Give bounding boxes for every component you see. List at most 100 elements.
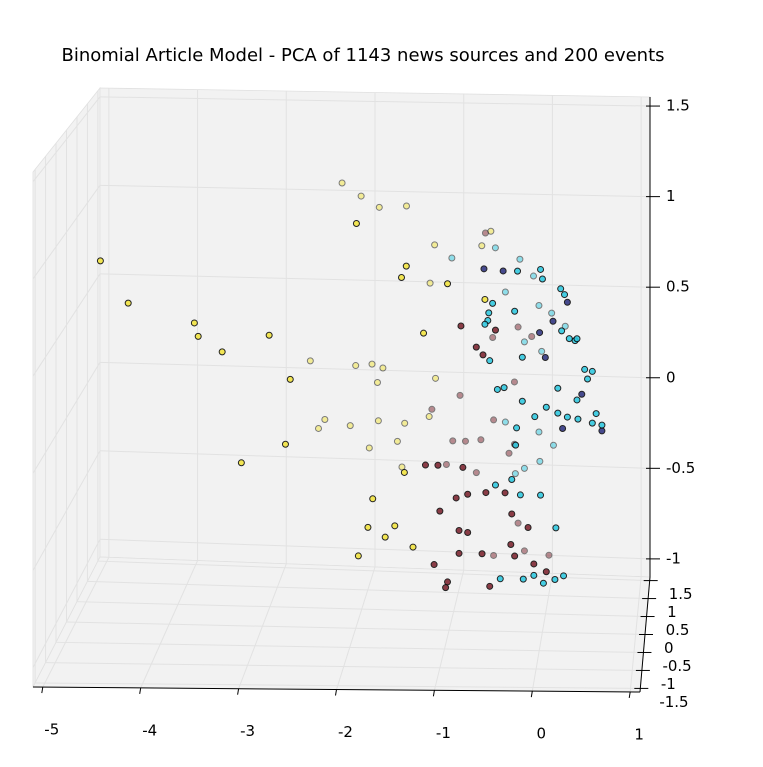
- point: [510, 378, 518, 386]
- point: [442, 584, 450, 592]
- point: [574, 415, 582, 423]
- grid-line: [99, 184, 651, 198]
- point: [368, 360, 376, 368]
- point: [561, 322, 569, 330]
- point: [561, 291, 569, 299]
- point: [428, 405, 436, 413]
- point: [549, 317, 557, 325]
- point: [265, 331, 273, 339]
- point: [420, 329, 428, 337]
- point: [511, 470, 519, 478]
- grid-line: [97, 560, 650, 582]
- point: [519, 575, 527, 583]
- point: [346, 422, 354, 430]
- point: [432, 374, 440, 382]
- x-tick: [335, 689, 337, 696]
- point: [524, 524, 532, 532]
- point: [421, 461, 429, 469]
- grid-line: [32, 96, 101, 183]
- point: [321, 416, 329, 424]
- grid-line: [76, 601, 647, 618]
- x-tick: [628, 691, 631, 699]
- point: [481, 320, 489, 328]
- point: [96, 257, 104, 265]
- grid-line: [99, 273, 651, 288]
- grid-line: [87, 580, 649, 600]
- point: [459, 463, 467, 471]
- y-tick-label: -1: [661, 675, 676, 693]
- point: [485, 309, 493, 317]
- point: [455, 526, 463, 534]
- point: [491, 244, 499, 252]
- point: [549, 441, 557, 449]
- point: [218, 348, 226, 356]
- point: [373, 378, 381, 386]
- point: [511, 552, 519, 560]
- point: [558, 327, 566, 335]
- grid-line: [35, 682, 641, 689]
- grid-line: [99, 96, 651, 107]
- point: [487, 227, 495, 235]
- point: [436, 507, 444, 515]
- point: [563, 413, 571, 421]
- point: [357, 192, 365, 200]
- point: [508, 476, 516, 484]
- point: [448, 254, 456, 262]
- grid-line: [32, 450, 101, 571]
- point: [464, 528, 472, 536]
- point: [124, 299, 132, 307]
- grid-line: [32, 362, 101, 474]
- z-tick-label: 1: [666, 187, 676, 205]
- point: [535, 301, 543, 309]
- x-tick-label: -2: [338, 723, 353, 741]
- point: [364, 523, 372, 531]
- point: [369, 495, 377, 503]
- point: [434, 461, 442, 469]
- x-tick-label: 1: [634, 725, 644, 743]
- point: [507, 541, 515, 549]
- point: [513, 424, 521, 432]
- point: [409, 543, 417, 551]
- y-tick-label: 1.5: [669, 585, 693, 603]
- point: [365, 444, 373, 452]
- point: [581, 365, 589, 373]
- grid-line: [56, 641, 644, 653]
- point: [578, 390, 586, 398]
- point: [455, 549, 463, 557]
- point: [489, 299, 497, 307]
- x-tick: [530, 691, 533, 698]
- point: [457, 322, 465, 330]
- point: [501, 288, 509, 296]
- point: [444, 280, 452, 288]
- point: [501, 418, 509, 426]
- point: [598, 427, 606, 435]
- z-tick-label: 0: [666, 368, 676, 386]
- point: [573, 396, 581, 404]
- point: [472, 469, 480, 477]
- point: [314, 424, 322, 432]
- x-tick-label: -5: [44, 721, 59, 739]
- point: [588, 419, 596, 427]
- point: [518, 353, 526, 361]
- point: [538, 275, 546, 283]
- point: [477, 436, 485, 444]
- x-tick-label: -1: [436, 724, 451, 742]
- point: [499, 267, 507, 275]
- point: [584, 375, 592, 383]
- point: [500, 384, 508, 392]
- point: [501, 489, 509, 497]
- y-tick-label: 1: [667, 603, 677, 621]
- grid-line: [32, 185, 101, 280]
- point: [541, 353, 549, 361]
- point: [306, 357, 314, 365]
- y-tick-label: 0.5: [666, 621, 690, 639]
- point: [374, 417, 382, 425]
- point: [514, 267, 522, 275]
- z-tick-label: -1: [666, 549, 681, 567]
- z-tick-label: -0.5: [666, 459, 695, 477]
- point: [598, 421, 606, 429]
- x-axis-line: [32, 686, 641, 693]
- point: [480, 265, 488, 273]
- point: [393, 437, 401, 445]
- point: [496, 575, 504, 583]
